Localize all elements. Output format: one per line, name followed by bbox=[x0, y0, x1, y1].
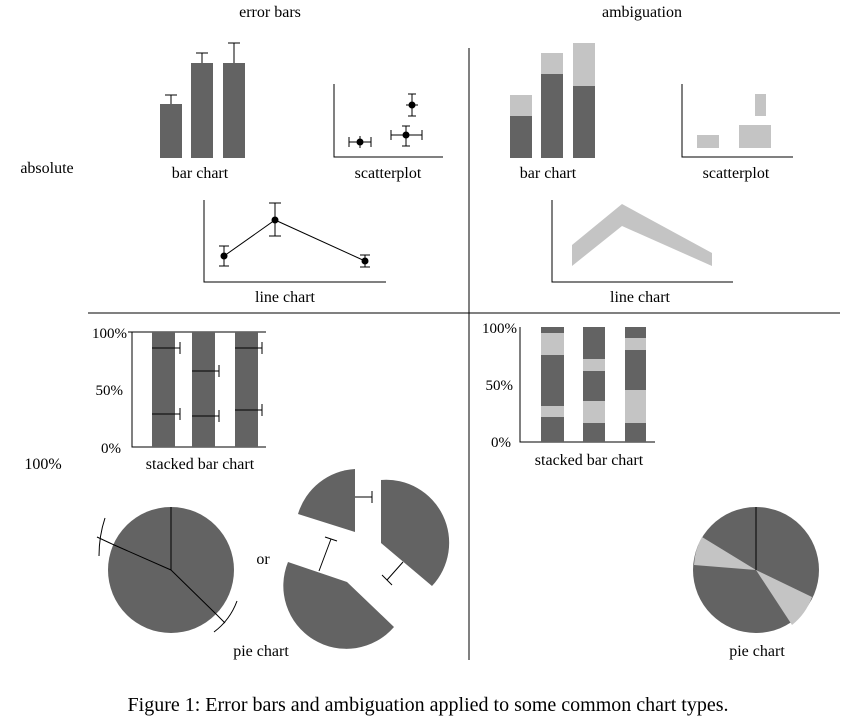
ambiguous-band bbox=[572, 204, 712, 266]
line-chart-ambiguation bbox=[551, 200, 733, 283]
pie-slice bbox=[381, 479, 450, 586]
label-pie-amb: pie chart bbox=[729, 643, 785, 660]
scatterplot-ambiguation bbox=[681, 84, 793, 158]
label-line-chart-eb: line chart bbox=[255, 289, 316, 306]
y-tick-50-eb: 50% bbox=[96, 383, 124, 399]
stacked-bar-1 bbox=[541, 327, 564, 442]
figure-caption: Figure 1: Error bars and ambiguation app… bbox=[128, 694, 729, 716]
row-label-100-percent: 100% bbox=[24, 456, 61, 473]
line-points bbox=[220, 216, 369, 265]
y-tick-0-eb: 0% bbox=[101, 441, 121, 457]
bar bbox=[160, 104, 182, 158]
label-stacked-amb: stacked bar chart bbox=[535, 452, 644, 469]
pie-slice bbox=[283, 562, 394, 649]
stacked-bar-chart-error-bars bbox=[128, 331, 266, 448]
bar-chart-error-bars bbox=[160, 42, 245, 158]
row-label-absolute: absolute bbox=[20, 160, 73, 177]
bar bbox=[191, 63, 213, 158]
label-or: or bbox=[256, 551, 270, 568]
axes bbox=[203, 200, 386, 283]
axes bbox=[333, 84, 443, 158]
bar-chart-ambiguation bbox=[510, 43, 595, 158]
pie-slice bbox=[298, 469, 355, 532]
ambiguous-wedge bbox=[756, 570, 812, 625]
y-tick-100-amb: 100% bbox=[482, 321, 517, 337]
exploded-pie-chart bbox=[283, 469, 450, 649]
label-line-chart-amb: line chart bbox=[610, 289, 671, 306]
y-tick-100-eb: 100% bbox=[92, 326, 127, 342]
pie-chart-ambiguation bbox=[693, 507, 819, 633]
label-pie-eb: pie chart bbox=[233, 643, 289, 660]
header-error-bars: error bars bbox=[239, 4, 301, 21]
scatter-points bbox=[356, 101, 416, 146]
series-line bbox=[223, 219, 366, 262]
stacked-bar-3 bbox=[625, 327, 646, 442]
error-bars bbox=[165, 42, 240, 104]
stacked-bar-chart-ambiguation bbox=[519, 327, 655, 443]
scatterplot-error-bars bbox=[333, 84, 443, 158]
error-bars bbox=[152, 342, 263, 422]
bar bbox=[223, 63, 245, 158]
y-tick-0-amb: 0% bbox=[491, 435, 511, 451]
stacked-bar-2 bbox=[583, 327, 605, 442]
label-bar-chart-eb: bar chart bbox=[172, 165, 229, 182]
line-chart-error-bars bbox=[203, 200, 386, 283]
pie-chart-error-bars bbox=[96, 507, 238, 633]
ambiguous-wedge bbox=[694, 537, 756, 570]
label-scatter-eb: scatterplot bbox=[355, 165, 422, 182]
label-scatter-amb: scatterplot bbox=[703, 165, 770, 182]
label-stacked-eb: stacked bar chart bbox=[146, 456, 255, 473]
y-tick-50-amb: 50% bbox=[486, 378, 514, 394]
header-ambiguation: ambiguation bbox=[602, 4, 682, 21]
label-bar-chart-amb: bar chart bbox=[520, 165, 577, 182]
